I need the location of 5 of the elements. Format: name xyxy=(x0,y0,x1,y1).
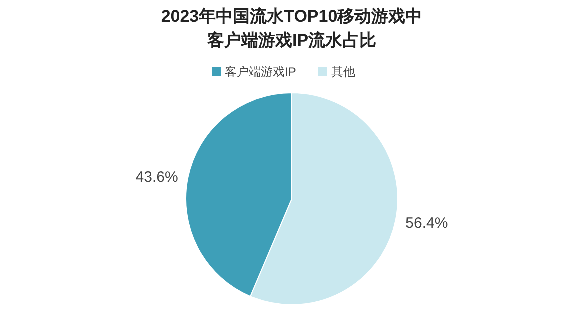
data-label: 43.6% xyxy=(136,168,178,186)
legend-label: 其他 xyxy=(331,65,356,79)
legend-label: 客户端游戏IP xyxy=(225,65,296,79)
data-label: 56.4% xyxy=(406,215,448,232)
chart-title: 2023年中国流水TOP10移动游戏中客户端游戏IP流水占比 xyxy=(161,7,423,50)
